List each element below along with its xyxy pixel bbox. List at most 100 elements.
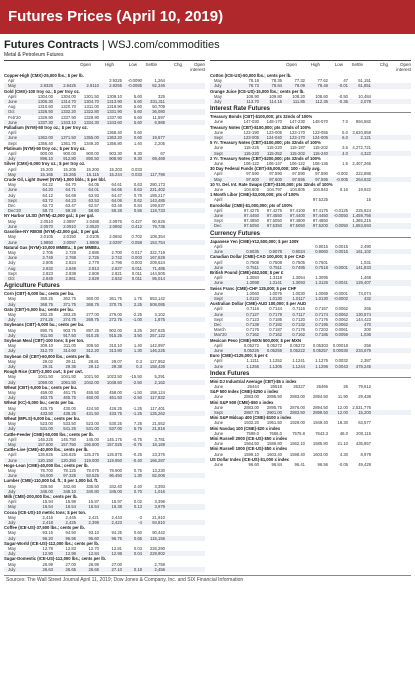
cell-settle: 908.90 xyxy=(109,156,122,162)
table-row: July 1059.00 1061.50 1042.00 1048.50 -2.50 2,1… xyxy=(4,379,205,385)
cell-month: June xyxy=(214,249,224,255)
cell-high: 15.99 xyxy=(65,499,76,505)
cell-chg: 0.63 xyxy=(133,187,142,193)
cell-open: 64.12 xyxy=(42,192,53,198)
cell-low: 277.00 xyxy=(86,311,99,317)
cell-open-interest: 209,624 xyxy=(149,260,165,266)
cell-open-interest: 256 xyxy=(364,342,371,348)
table-row: April 15.94 15.99 15.87 15.97 0.02 3,396 xyxy=(4,499,205,504)
cell-low: 1334.30 xyxy=(83,119,99,125)
contract-title: Silver (CMX)-5,000 troy oz.; $ per troy … xyxy=(4,161,86,167)
cell-high: 2.861 xyxy=(65,275,76,281)
contract-title: 30 Day Federal Funds (CBT)-$5,000,000; 1… xyxy=(210,166,321,172)
cell-chg: 0.84 xyxy=(133,203,142,209)
cell-open-interest: 2,078 xyxy=(360,99,371,105)
cell-open: 2.0510 xyxy=(40,218,53,224)
cell-settle: 313.80 xyxy=(109,348,122,354)
cell-settle: 342.40 xyxy=(109,483,122,489)
table-row: April 0.7116 0.7144 0.7116 0.7167 0.0062 265 xyxy=(210,306,411,311)
cell-low: 26.65 xyxy=(88,566,99,572)
page-title: Futures Contracts | WSJ.com/commodities xyxy=(4,39,411,51)
cell-high: 1.0075 xyxy=(269,290,282,296)
cell-high: 120.350 xyxy=(60,457,76,463)
contract-title: Milk (CME)-200,000 lbs.; cents per lb. xyxy=(4,494,78,500)
cell-low: 1.0117 xyxy=(292,295,306,301)
cell-month: April xyxy=(214,171,223,177)
cell-chg: 0.02 xyxy=(133,499,142,505)
cell-settle: 1048.50 xyxy=(106,379,122,385)
cell-settle: 1337.90 xyxy=(106,114,122,120)
cell-open-interest: 1,875 xyxy=(154,317,165,323)
cell-month: May xyxy=(8,421,16,427)
table-row: June 2.749 2.768 2.726 2.742 0.003 167,629 xyxy=(4,255,205,261)
cell-open: 96.20 xyxy=(42,535,53,541)
cell-low: 26.99 xyxy=(88,561,99,567)
cell-high: 1.0130 xyxy=(269,295,282,301)
cell-settle: 77.62 xyxy=(317,78,328,84)
cell-month: May xyxy=(8,483,16,489)
cell-low: 455.50 xyxy=(86,389,99,395)
cell-open: 1362.00 xyxy=(37,135,53,141)
cell-open: 2,418 xyxy=(42,520,53,526)
cell-settle: 1319.90 xyxy=(106,104,122,110)
cell-high: 0.7511 xyxy=(269,264,283,270)
cell-settle: 157.025 xyxy=(106,442,122,448)
cell-high: 63.47 xyxy=(65,203,76,209)
cell-month: May xyxy=(8,405,16,411)
table-row: June 94.000 97.325 93.525 96.450 1.30 82,006 xyxy=(4,473,205,479)
cell-low: 0.7117 xyxy=(292,311,306,317)
cell-month: Mar'20 xyxy=(214,332,227,338)
table-row: Sept 63.72 64.23 63.53 64.06 0.62 143,485 xyxy=(4,197,205,204)
cell-chg: -4 xyxy=(138,520,142,526)
cell-open: 2.805 xyxy=(42,260,53,266)
cell-open-interest: 1,468 xyxy=(360,275,371,281)
cell-high: 148-170 xyxy=(266,119,282,125)
cell-low: 2.808 xyxy=(88,270,99,276)
cell-open: 122-190 xyxy=(243,129,259,135)
cell-chg: 4.30 xyxy=(339,451,348,457)
header-low: Low xyxy=(128,62,137,67)
contract-title: Mini S&P Midcap 400 (CME)-$100 x index xyxy=(210,415,292,421)
cell-chg: 0.16 xyxy=(339,187,348,193)
cell-low: 0.05272 xyxy=(289,342,305,348)
cell-open-interest: 432 xyxy=(364,295,371,301)
cell-chg: 0.058 xyxy=(131,239,142,245)
cell-chg: 1.30 xyxy=(133,348,142,354)
cell-high: 903.75 xyxy=(63,327,76,333)
cell-settle: 370.75 xyxy=(109,301,122,307)
cell-low: 63.53 xyxy=(88,197,99,203)
cell-month: May xyxy=(8,249,16,255)
cell-open-interest: 21,816 xyxy=(152,426,165,432)
cell-settle: 902.00 xyxy=(109,327,122,333)
table-row: June 7599.0 7666.0 7575.8 7643.3 46.0 200,115 xyxy=(210,431,411,436)
table-row: June 1932.20 1951.50 1929.00 1949.40 18.30 63,… xyxy=(210,420,411,425)
cell-settle: 1.1276 xyxy=(315,358,328,364)
contract-title: Sugar-Domestic (ICE-US)-112,000 lbs.; ce… xyxy=(4,556,107,562)
cell-open-interest: 79,735 xyxy=(152,223,165,229)
cell-month: Dec xyxy=(8,203,16,209)
cell-open-interest: 2,387 xyxy=(360,358,371,364)
cell-high: 104.797 xyxy=(266,187,282,193)
cell-open-interest: 189,217 xyxy=(149,192,165,198)
cell-high: 274.75 xyxy=(63,317,76,323)
cell-month: Sept xyxy=(8,140,17,146)
cell-chg: -1.25 xyxy=(132,405,142,411)
contract-title: Euro (CME)-€125,000; $ per € xyxy=(210,353,268,359)
cell-low: 890.50 xyxy=(86,156,99,162)
cell-month: April xyxy=(8,130,17,136)
contract-title: Cattle-Feeder (CME)-50,000 lbs.; cents p… xyxy=(4,431,94,437)
cell-open: 1356.40 xyxy=(37,140,53,146)
cell-month: June xyxy=(214,311,224,317)
cell-settle: 2.9255 xyxy=(109,83,122,89)
contract-title: Japanese Yen (CME)-¥12,500,000; $ per 10… xyxy=(210,238,299,244)
cell-chg: 0.702 xyxy=(131,234,142,240)
cell-chg: 47 xyxy=(343,78,348,84)
cell-month: June xyxy=(214,264,224,270)
table-row: July 2,418 2,425 2,399 2,423 -4 94,810 xyxy=(4,520,205,526)
cell-open: 1.9850 xyxy=(40,239,53,245)
cell-high: 12.83 xyxy=(65,546,76,552)
cell-open: 115-225 xyxy=(243,145,259,151)
table-row: May 425.75 430.00 424.50 426.25 -1.25 117,401 xyxy=(4,406,205,411)
table-row: July 274.25 274.75 269.75 272.75 -1.00 1,875 xyxy=(4,317,205,323)
cell-high: 115-252 xyxy=(266,150,282,156)
